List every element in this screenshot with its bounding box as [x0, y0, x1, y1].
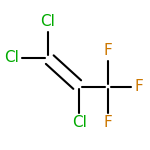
Text: Cl: Cl: [72, 115, 87, 130]
Text: F: F: [104, 115, 113, 130]
Text: Cl: Cl: [4, 50, 19, 65]
Text: F: F: [104, 43, 113, 58]
Text: Cl: Cl: [40, 14, 55, 29]
Text: F: F: [134, 79, 143, 94]
